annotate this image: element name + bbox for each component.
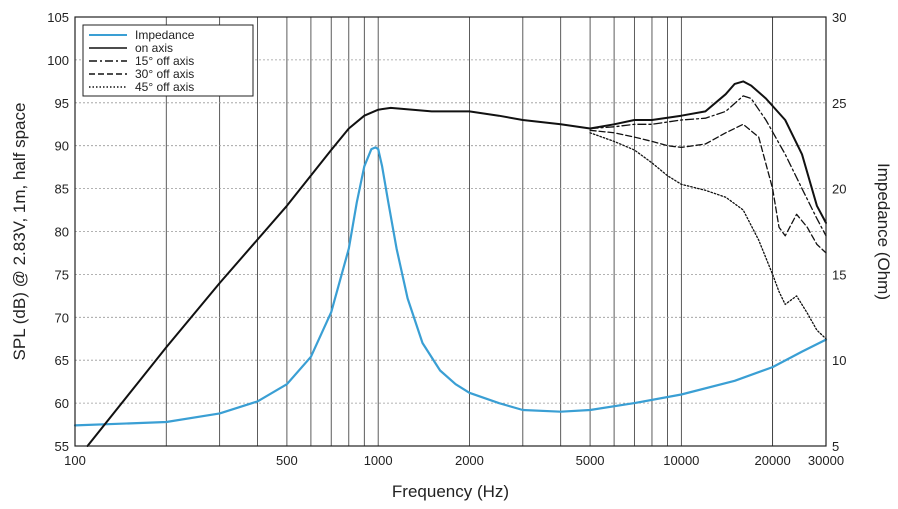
x-axis-label: Frequency (Hz)	[392, 482, 509, 501]
y-tick-label: 75	[55, 267, 69, 282]
tick-labels: 100 500 1000 2000 5000 10000 20000 30000 55 60 65 7…	[47, 10, 846, 468]
legend-label: 30° off axis	[135, 67, 194, 81]
x-tick-label: 20000	[755, 453, 791, 468]
series-layer	[73, 80, 828, 447]
y-axis-label: SPL (dB) @ 2.83V, 1m, half space	[10, 103, 29, 361]
y-tick-label: 70	[55, 310, 69, 325]
plot-frame	[74, 16, 827, 447]
x-tick-label: 2000	[455, 453, 484, 468]
y-tick-label: 95	[55, 96, 69, 111]
y-tick-label: 80	[55, 225, 69, 240]
legend-label: 15° off axis	[135, 54, 194, 68]
y2-tick-label: 15	[832, 267, 846, 282]
series-line-impedance	[73, 146, 828, 427]
legend-label: on axis	[135, 41, 173, 55]
legend-label: 45° off axis	[135, 80, 194, 94]
y-tick-label: 85	[55, 182, 69, 197]
series-line-45-off-axis	[589, 132, 827, 340]
x-tick-label: 500	[276, 453, 298, 468]
x-tick-label: 5000	[576, 453, 605, 468]
y-tick-label: 65	[55, 353, 69, 368]
series-line-30-off-axis	[589, 123, 827, 254]
y-tick-label: 60	[55, 396, 69, 411]
y-tick-label: 100	[47, 53, 69, 68]
series-line-15-off-axis	[589, 95, 827, 237]
x-tick-label: 10000	[663, 453, 699, 468]
x-tick-label: 30000	[808, 453, 844, 468]
y2-tick-label: 25	[832, 96, 846, 111]
y2-tick-label: 5	[832, 439, 839, 454]
y2-tick-label: 10	[832, 353, 846, 368]
y-tick-label: 55	[55, 439, 69, 454]
y-tick-label: 105	[47, 10, 69, 25]
x-tick-label: 100	[64, 453, 86, 468]
series-line-on-axis	[86, 80, 827, 447]
y2-tick-label: 20	[832, 182, 846, 197]
y2-axis-label: Impedance (Ohm)	[874, 163, 893, 300]
y2-tick-label: 30	[832, 10, 846, 25]
x-tick-label: 1000	[364, 453, 393, 468]
y-tick-label: 90	[55, 139, 69, 154]
legend-label: Impedance	[135, 28, 195, 42]
